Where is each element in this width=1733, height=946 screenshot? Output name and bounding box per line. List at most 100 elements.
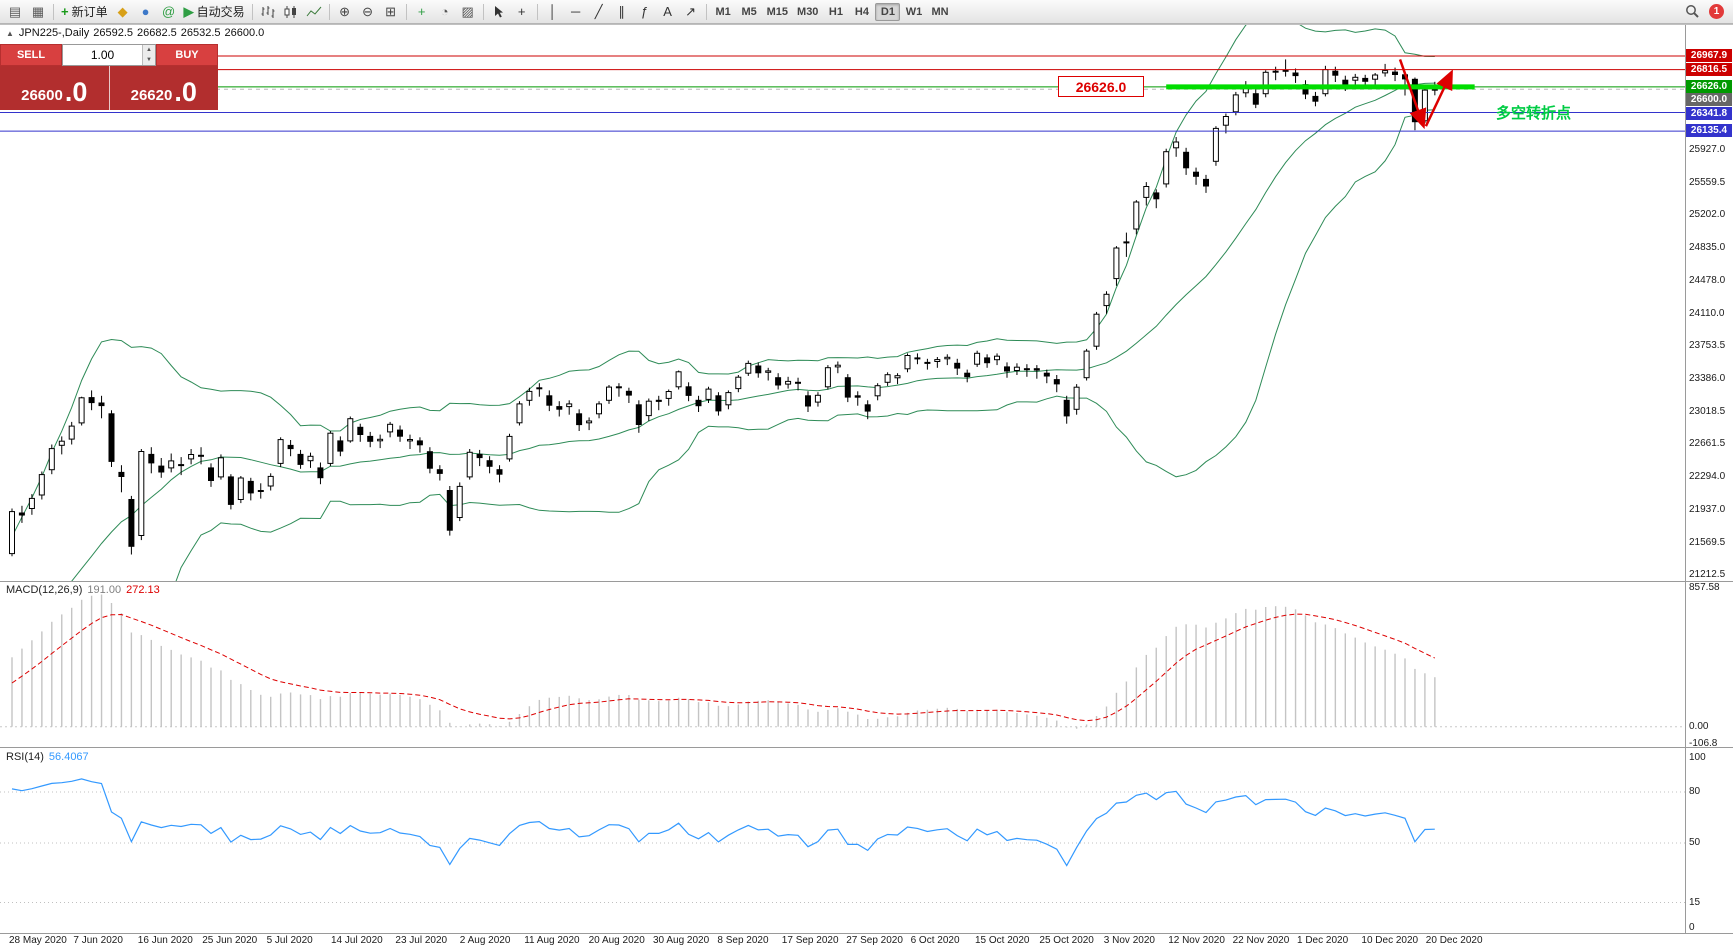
profiles-icon[interactable]: ▦ <box>31 4 45 19</box>
date-axis-label: 15 Oct 2020 <box>975 935 1030 946</box>
timeframe-button-h4[interactable]: H4 <box>854 5 869 18</box>
price-scale-tick: 23018.5 <box>1689 406 1726 418</box>
timeframe-button-mn[interactable]: MN <box>931 5 949 18</box>
sell-price-pips: .0 <box>64 77 88 107</box>
market-icon[interactable]: @ <box>162 4 176 19</box>
templates-icon[interactable]: ▨ <box>461 4 474 19</box>
fibonacci-icon[interactable]: ƒ <box>641 4 649 19</box>
vertical-line-icon[interactable]: │ <box>548 4 557 19</box>
timeframe-button-d1[interactable]: D1 <box>875 2 901 21</box>
date-axis-label: 30 Aug 2020 <box>653 935 710 946</box>
timeframe-button-m30[interactable]: M30 <box>797 5 819 18</box>
date-axis-label: 11 Aug 2020 <box>524 935 580 946</box>
cursor-icon[interactable] <box>488 2 510 22</box>
timeframe-button-m5[interactable]: M5 <box>741 5 757 18</box>
rsi-scale-label: 0 <box>1689 922 1695 933</box>
volume-input[interactable] <box>63 45 142 65</box>
toolbar-separator <box>251 3 253 20</box>
toolbar-separator <box>705 3 707 20</box>
price-scale-badge: 26626.0 <box>1686 79 1732 93</box>
horizontal-line-icon[interactable]: ─ <box>571 4 581 19</box>
channel-icon[interactable]: ∥ <box>618 4 625 19</box>
price-scale-tick: 22661.5 <box>1689 438 1726 450</box>
rsi-scale-label: 50 <box>1689 837 1701 848</box>
chart-title: ▲ JPN225-,Daily 26592.5 26682.5 26532.5 26600… <box>6 27 268 39</box>
price-scale-badge: 26600.0 <box>1686 93 1732 107</box>
arrows-icon[interactable]: ↗ <box>685 4 697 19</box>
date-axis-label: 10 Dec 2020 <box>1361 935 1419 946</box>
price-scale-tick: 21569.5 <box>1689 536 1726 548</box>
price-scale-badge: 26816.5 <box>1686 62 1732 76</box>
new-order-button[interactable]: + 新订单 <box>61 4 108 19</box>
volume-decrease-button[interactable]: ▼ <box>143 55 155 65</box>
autotrading-button[interactable]: ▶ 自动交易 <box>183 4 245 19</box>
chart-symbol-period: JPN225-,Daily <box>18 27 90 39</box>
search-icon[interactable] <box>1681 2 1703 22</box>
periods-icon[interactable]: ◔ <box>440 4 449 19</box>
sell-button[interactable]: SELL <box>0 44 62 66</box>
macd-signal-value: 272.13 <box>126 584 160 596</box>
price-scale-tick: 25927.0 <box>1689 143 1726 155</box>
ohlc-close: 26600.0 <box>224 27 265 39</box>
one-click-collapse-icon[interactable]: ▲ <box>6 29 14 38</box>
indicators-icon[interactable]: + <box>417 4 426 19</box>
date-axis-label: 3 Nov 2020 <box>1103 935 1155 946</box>
date-axis-label: 22 Nov 2020 <box>1232 935 1290 946</box>
candlestick-mode-icon[interactable] <box>280 2 302 22</box>
date-axis-label: 8 Sep 2020 <box>717 935 769 946</box>
pivot-annotation-text[interactable]: 多空转折点 <box>1496 105 1572 122</box>
main-toolbar: ▤ ▦ + 新订单 ◆ ● @ ▶ 自动交易 ⊕ ⊖ ⊞ + ◔ ▨ + │ ─ ╱ ∥ ƒ A ↗ M1 M5 M15 M30 H1… <box>0 0 1733 24</box>
price-scale-tick: 25202.0 <box>1689 209 1726 221</box>
buy-button[interactable]: BUY <box>156 44 218 66</box>
date-axis-label: 20 Aug 2020 <box>588 935 645 946</box>
rsi-indicator-label: RSI(14) 56.4067 <box>6 751 94 763</box>
rsi-name: RSI(14) <box>6 751 44 763</box>
sell-price-button[interactable]: 26600.0 <box>0 66 109 110</box>
price-scale-badge: 26341.8 <box>1686 106 1732 120</box>
community-icon[interactable]: ● <box>141 4 150 19</box>
toolbar-separator <box>328 3 330 20</box>
price-scale-badge: 26967.9 <box>1686 49 1732 63</box>
depth-of-market-icon[interactable]: ◆ <box>117 4 128 19</box>
notification-badge[interactable]: 1 <box>1709 4 1724 19</box>
toolbar-separator <box>405 3 407 20</box>
date-axis-label: 2 Aug 2020 <box>459 935 511 946</box>
rsi-value: 56.4067 <box>48 751 89 763</box>
price-scale-tick: 21212.5 <box>1689 569 1726 580</box>
buy-price-pips: .0 <box>174 77 197 107</box>
line-chart-mode-icon[interactable] <box>303 2 325 22</box>
buy-price-button[interactable]: 26620.0 <box>109 66 218 110</box>
macd-indicator-label: MACD(12,26,9) 191.00 272.13 <box>6 584 165 596</box>
date-axis-label: 25 Jun 2020 <box>202 935 258 946</box>
zoom-out-icon[interactable]: ⊖ <box>362 4 374 19</box>
volume-increase-button[interactable]: ▲ <box>143 45 155 55</box>
date-axis-label: 7 Jun 2020 <box>73 935 123 946</box>
timeframe-button-m15[interactable]: M15 <box>766 5 789 18</box>
price-scale-tick: 21937.0 <box>1689 503 1726 515</box>
new-chart-icon[interactable]: ▤ <box>8 4 22 19</box>
timeframe-button-w1[interactable]: W1 <box>905 5 923 18</box>
rsi-scale-label: 80 <box>1689 786 1701 797</box>
date-axis-label: 12 Nov 2020 <box>1168 935 1225 946</box>
rsi-scale-label: 15 <box>1689 896 1701 908</box>
price-scale-badge: 26135.4 <box>1686 124 1732 138</box>
macd-scale-label: -106.8 <box>1689 738 1718 749</box>
timeframe-button-m1[interactable]: M1 <box>715 5 731 18</box>
pivot-price-label[interactable]: 26626.0 <box>1058 76 1144 97</box>
tile-windows-icon[interactable]: ⊞ <box>385 4 397 19</box>
ohlc-low: 26532.5 <box>180 27 221 39</box>
text-icon[interactable]: A <box>663 4 672 19</box>
timeframe-button-h1[interactable]: H1 <box>828 5 843 18</box>
bar-chart-mode-icon[interactable] <box>257 2 279 22</box>
zoom-in-icon[interactable]: ⊕ <box>339 4 351 19</box>
trendline-icon[interactable]: ╱ <box>594 4 603 19</box>
date-axis-label: 1 Dec 2020 <box>1297 935 1349 946</box>
sell-price-main: 26600 <box>21 87 63 104</box>
crosshair-icon[interactable]: + <box>517 4 526 19</box>
date-axis-label: 27 Sep 2020 <box>846 935 903 946</box>
macd-scale-label: 0.00 <box>1689 720 1709 732</box>
price-scale-tick: 23386.0 <box>1689 373 1726 384</box>
rsi-scale-label: 100 <box>1689 752 1706 763</box>
